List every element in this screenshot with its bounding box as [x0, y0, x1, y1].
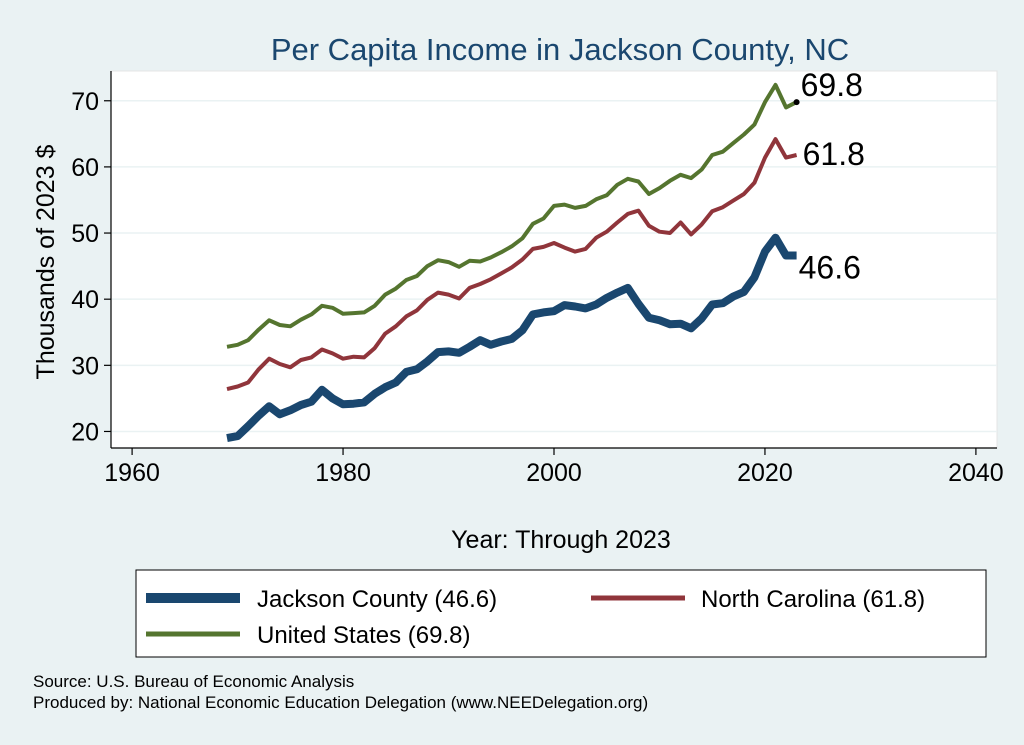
- legend-box: [135, 569, 987, 658]
- produced-by-note: Produced by: National Economic Education…: [33, 693, 648, 712]
- x-tick-label: 1980: [315, 459, 371, 487]
- series-line-united-states: [226, 82, 798, 349]
- legend-label-jackson: Jackson County (46.6): [257, 586, 497, 613]
- series-line-jackson-county: [226, 233, 797, 443]
- y-tick-label: 30: [71, 352, 99, 380]
- y-tick-label: 40: [71, 286, 99, 314]
- x-tick-label: 2000: [526, 459, 582, 487]
- legend-label-north-carolina: North Carolina (61.8): [701, 586, 925, 613]
- x-tick-label: 2040: [948, 459, 1004, 487]
- legend-label-united-states: United States (69.8): [257, 622, 470, 649]
- gridlines: [111, 100, 997, 433]
- end-labels: 46.6 61.8 69.8: [793, 67, 865, 286]
- end-label-jackson-county: 46.6: [799, 250, 861, 286]
- chart-title: Per Capita Income in Jackson County, NC: [271, 32, 849, 67]
- y-tick-label: 60: [71, 154, 99, 182]
- series-layer: [226, 82, 798, 443]
- end-marker: [793, 99, 800, 106]
- x-tick-label: 1960: [104, 459, 160, 487]
- y-axis-label: Thousands of 2023 $: [32, 144, 60, 379]
- series-line-north-carolina: [226, 137, 798, 392]
- y-tick-label: 50: [71, 220, 99, 248]
- x-axis-label: Year: Through 2023: [451, 526, 671, 554]
- x-tick-label: 2020: [737, 459, 793, 487]
- y-axis-ticks: 20 30 40 50 60 70: [71, 88, 111, 446]
- plot-area: [110, 70, 998, 449]
- end-label-north-carolina: 61.8: [803, 136, 865, 172]
- y-tick-label: 70: [71, 88, 99, 116]
- y-tick-label: 20: [71, 418, 99, 446]
- source-note: Source: U.S. Bureau of Economic Analysis: [33, 672, 354, 691]
- end-label-united-states: 69.8: [801, 67, 863, 103]
- x-axis-ticks: 1960 1980 2000 2020 2040: [104, 448, 1004, 487]
